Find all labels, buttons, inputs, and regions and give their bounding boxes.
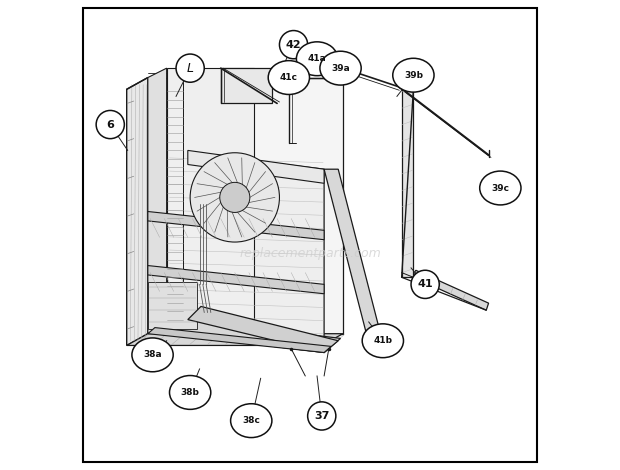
Text: 37: 37 xyxy=(314,411,329,421)
Polygon shape xyxy=(414,270,489,310)
Text: 42: 42 xyxy=(286,39,301,50)
Polygon shape xyxy=(221,68,272,103)
Ellipse shape xyxy=(320,51,361,85)
Text: 6: 6 xyxy=(106,119,114,130)
Polygon shape xyxy=(126,334,343,345)
Polygon shape xyxy=(148,266,324,294)
Polygon shape xyxy=(169,320,340,352)
Ellipse shape xyxy=(411,270,439,298)
Circle shape xyxy=(219,182,250,212)
Polygon shape xyxy=(148,328,331,352)
Polygon shape xyxy=(148,282,197,329)
Polygon shape xyxy=(402,89,414,277)
Polygon shape xyxy=(188,306,338,352)
Ellipse shape xyxy=(392,58,434,92)
Text: 39a: 39a xyxy=(331,63,350,73)
Ellipse shape xyxy=(176,54,204,82)
Polygon shape xyxy=(188,150,324,183)
Ellipse shape xyxy=(362,324,404,358)
Text: L: L xyxy=(187,62,193,75)
Text: 38c: 38c xyxy=(242,416,260,425)
Ellipse shape xyxy=(132,338,173,372)
Ellipse shape xyxy=(169,376,211,409)
Ellipse shape xyxy=(268,61,309,94)
Text: 41c: 41c xyxy=(280,73,298,82)
Text: 39c: 39c xyxy=(491,183,510,193)
Text: 41b: 41b xyxy=(373,336,392,345)
Polygon shape xyxy=(169,150,324,352)
Text: 39b: 39b xyxy=(404,70,423,80)
Ellipse shape xyxy=(296,42,338,76)
Polygon shape xyxy=(148,78,343,334)
Ellipse shape xyxy=(96,110,125,139)
Polygon shape xyxy=(167,68,254,324)
Polygon shape xyxy=(148,212,324,240)
Polygon shape xyxy=(324,169,381,334)
Ellipse shape xyxy=(280,31,308,59)
Ellipse shape xyxy=(231,404,272,438)
Text: 41a: 41a xyxy=(308,54,326,63)
Text: replacementparts.com: replacementparts.com xyxy=(239,247,381,260)
Text: 41: 41 xyxy=(417,279,433,290)
Text: 38a: 38a xyxy=(143,350,162,360)
Polygon shape xyxy=(148,68,167,334)
Circle shape xyxy=(190,153,280,242)
Ellipse shape xyxy=(308,402,336,430)
Polygon shape xyxy=(126,78,148,345)
Ellipse shape xyxy=(480,171,521,205)
Text: 38b: 38b xyxy=(180,388,200,397)
